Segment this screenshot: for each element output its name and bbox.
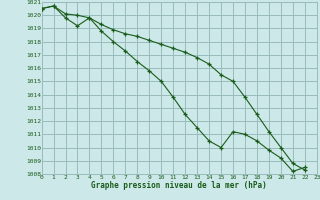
X-axis label: Graphe pression niveau de la mer (hPa): Graphe pression niveau de la mer (hPa) [91,181,267,190]
